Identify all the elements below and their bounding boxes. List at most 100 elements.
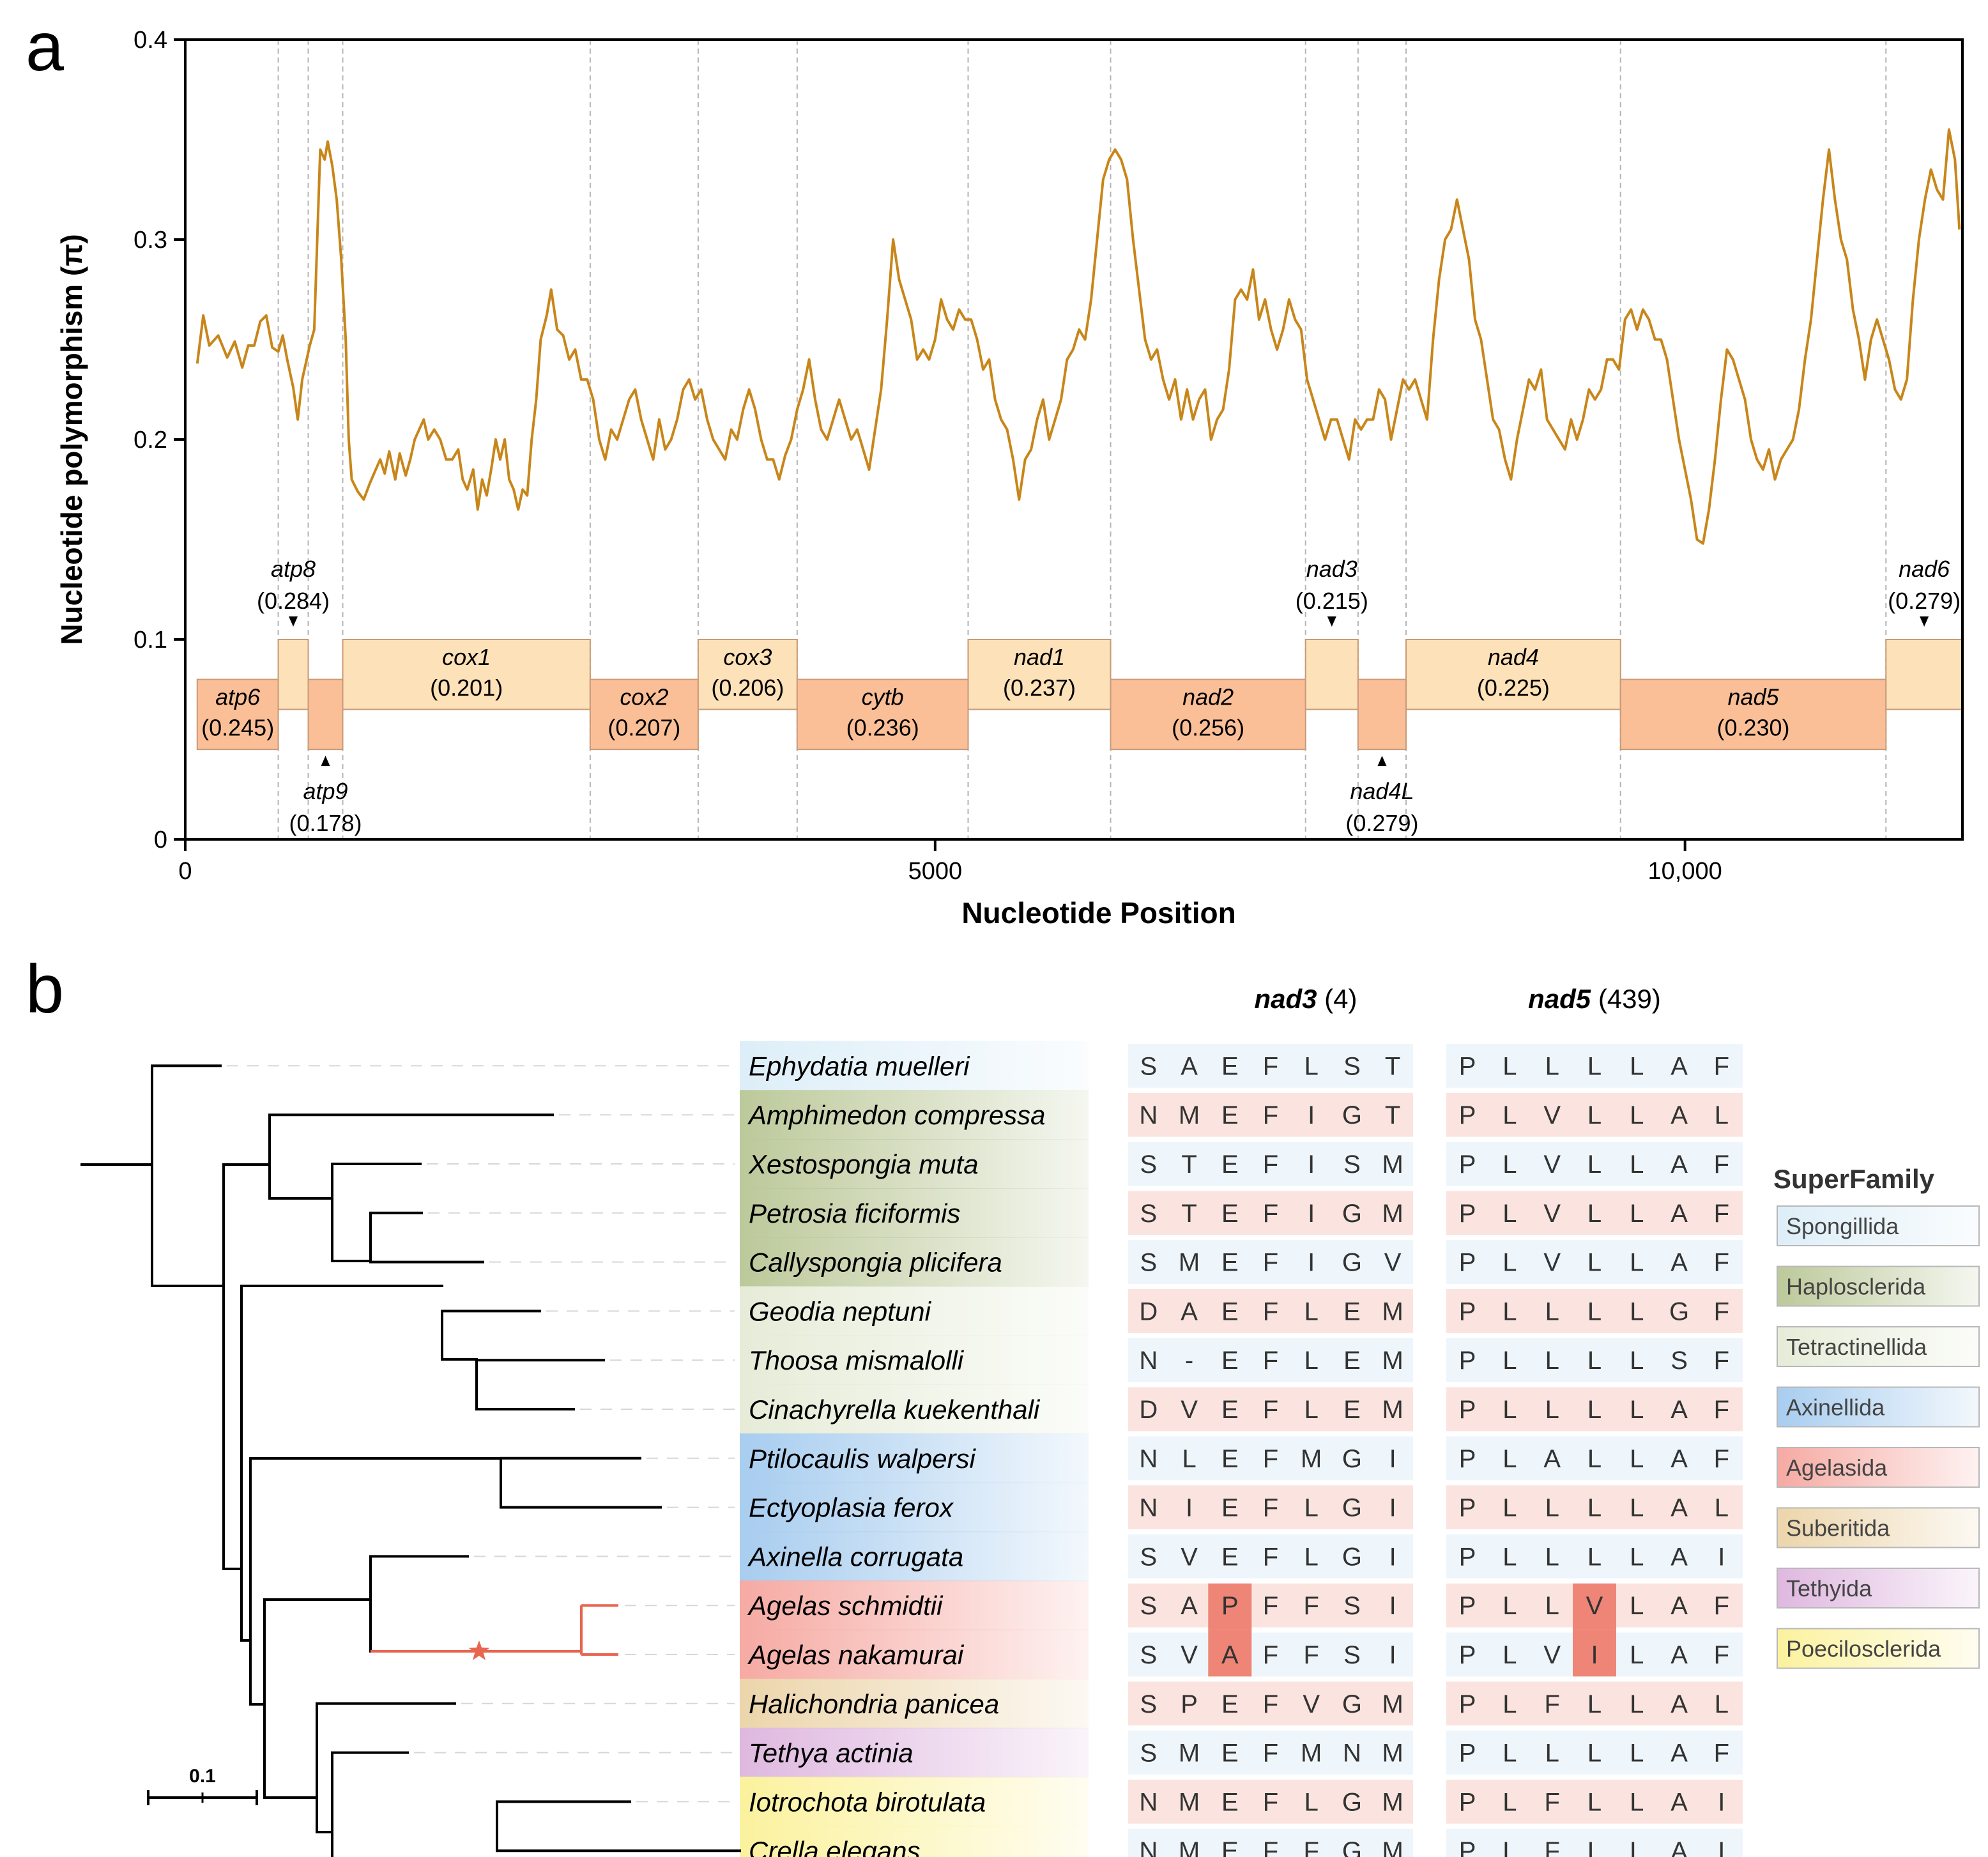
residue: M [1382,1297,1403,1326]
panel-a-label: a [26,8,65,85]
residue: E [1343,1396,1361,1424]
residue: F [1263,1788,1278,1816]
residue: I [1389,1445,1396,1473]
residue: G [1342,1690,1362,1718]
residue: L [1304,1543,1319,1571]
residue: V [1303,1690,1320,1718]
residue: F [1303,1592,1319,1620]
substitution-highlight [1208,1630,1252,1677]
x-axis-title: Nucleotide Position [961,896,1235,929]
residue: F [1544,1690,1559,1718]
y-tick-label: 0 [154,827,167,853]
residue: I [1308,1150,1315,1179]
residue: E [1221,1445,1239,1473]
residue: L [1630,1592,1644,1620]
species-band [740,1237,1089,1287]
arrow-down-icon [1920,616,1929,627]
y-axis-title: Nucleotide polymorphism (π) [55,234,88,645]
residue: N [1139,1494,1158,1522]
residue: M [1382,1739,1403,1768]
residue: S [1140,1150,1158,1179]
residue: G [1342,1837,1362,1857]
star-icon [468,1640,490,1660]
alignment-row-bg [1446,1142,1743,1186]
residue: M [1301,1739,1322,1768]
gene-name-cox2: cox2 [620,684,668,710]
residue: S [1140,1543,1158,1571]
residue: L [1630,1690,1644,1718]
residue: V [1181,1543,1198,1571]
residue: S [1140,1641,1158,1669]
legend-swatch-agelasida [1777,1447,1980,1488]
legend-swatch-haplosclerida [1777,1265,1980,1307]
residue: T [1181,1150,1197,1179]
residue: A [1671,1445,1688,1473]
residue: E [1221,1347,1239,1375]
residue: L [1630,1249,1644,1277]
arrow-down-icon [1327,616,1336,627]
alignment-row-bg [1128,1387,1413,1432]
residue: L [1587,1396,1602,1424]
species-label: Xestospongia muta [748,1149,979,1179]
residue: L [1587,1200,1602,1228]
residue: S [1140,1690,1158,1718]
residue: P [1459,1200,1476,1228]
residue: L [1630,1200,1644,1228]
residue: L [1502,1494,1517,1522]
gene-value-atp6: (0.245) [201,715,274,741]
legend-swatch-spongillida [1777,1205,1980,1246]
residue: V [1543,1200,1561,1228]
residue: L [1502,1347,1517,1375]
residue: A [1181,1052,1198,1080]
residue: P [1459,1837,1476,1857]
residue: I [1718,1543,1725,1571]
residue: S [1140,1249,1158,1277]
residue: F [1714,1249,1729,1277]
residue: L [1715,1494,1729,1522]
residue: L [1587,1052,1602,1080]
alignment-row-bg [1128,1485,1413,1529]
residue: L [1502,1641,1517,1669]
residue: E [1221,1690,1239,1718]
x-tick-label: 10,000 [1648,858,1722,885]
residue: P [1459,1150,1476,1179]
gene-value-cox1: (0.201) [430,675,503,701]
residue: I [1308,1200,1315,1228]
arrow-up-icon [1377,756,1387,767]
residue: L [1587,1445,1602,1473]
residue: A [1671,1150,1688,1179]
residue: I [1308,1101,1315,1129]
species-label: Crella elegans [749,1836,921,1857]
residue: M [1382,1837,1403,1857]
residue: A [1671,1592,1688,1620]
legend-swatch-tethyida [1777,1568,1980,1609]
residue: L [1587,1788,1602,1816]
alignment-row-bg [1128,1044,1413,1088]
residue: D [1139,1396,1158,1424]
gene-name-nad4l: nad4L [1350,778,1414,804]
gene-name-nad6: nad6 [1899,556,1950,582]
alignment-row-bg [1128,1828,1413,1857]
phylogenetic-tree [80,1064,741,1857]
residue: L [1587,1249,1602,1277]
alignment-row-bg [1446,1338,1743,1382]
residue: V [1543,1641,1561,1669]
residue: S [1343,1150,1361,1179]
residue: L [1182,1445,1196,1473]
residue: S [1343,1592,1361,1620]
residue: F [1544,1788,1559,1816]
gene-name-cox3: cox3 [723,644,772,670]
agelas-clade-branches [371,1604,618,1656]
y-tick-label: 0.2 [134,427,167,454]
residue: F [1263,1052,1278,1080]
residue: P [1459,1445,1476,1473]
residue: F [1714,1347,1729,1375]
substitution-highlight [1208,1583,1252,1630]
gene-value-cox2: (0.207) [608,715,680,741]
gene-value-nad1: (0.237) [1003,675,1076,701]
residue: L [1715,1690,1729,1718]
residue: V [1384,1249,1402,1277]
residue: L [1502,1788,1517,1816]
residue: L [1587,1297,1602,1326]
gene-name-nad3: nad3 [1306,556,1357,582]
